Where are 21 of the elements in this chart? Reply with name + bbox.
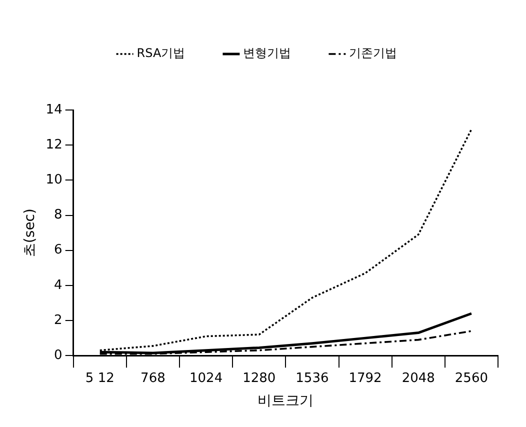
- x-tick-label: 1536: [296, 370, 329, 386]
- y-tick-label: 10: [46, 172, 62, 188]
- x-tick-label: 2560: [454, 370, 488, 386]
- legend-label: 기존기법: [349, 46, 398, 60]
- y-tick-label: 2: [54, 312, 62, 328]
- y-tick-label: 12: [46, 137, 62, 152]
- y-axis-title: 초(sec): [22, 208, 38, 258]
- x-tick-label: 1792: [348, 370, 382, 386]
- x-tick-label: 2048: [402, 370, 435, 386]
- y-tick-label: 0: [54, 348, 62, 363]
- x-tick-label: 768: [140, 370, 166, 386]
- legend-label: RSA기법: [136, 46, 186, 60]
- x-tick-label: 1024: [190, 370, 223, 386]
- y-tick-label: 14: [46, 102, 62, 118]
- y-tick-label: 8: [54, 208, 62, 223]
- x-tick-label: 5 12: [85, 370, 114, 386]
- legend-label: 변형기법: [243, 46, 292, 60]
- y-tick-label: 6: [54, 242, 62, 258]
- x-axis-title: 비트크기: [258, 393, 314, 410]
- y-tick-label: 4: [54, 278, 62, 293]
- x-tick-label: 1280: [242, 370, 276, 386]
